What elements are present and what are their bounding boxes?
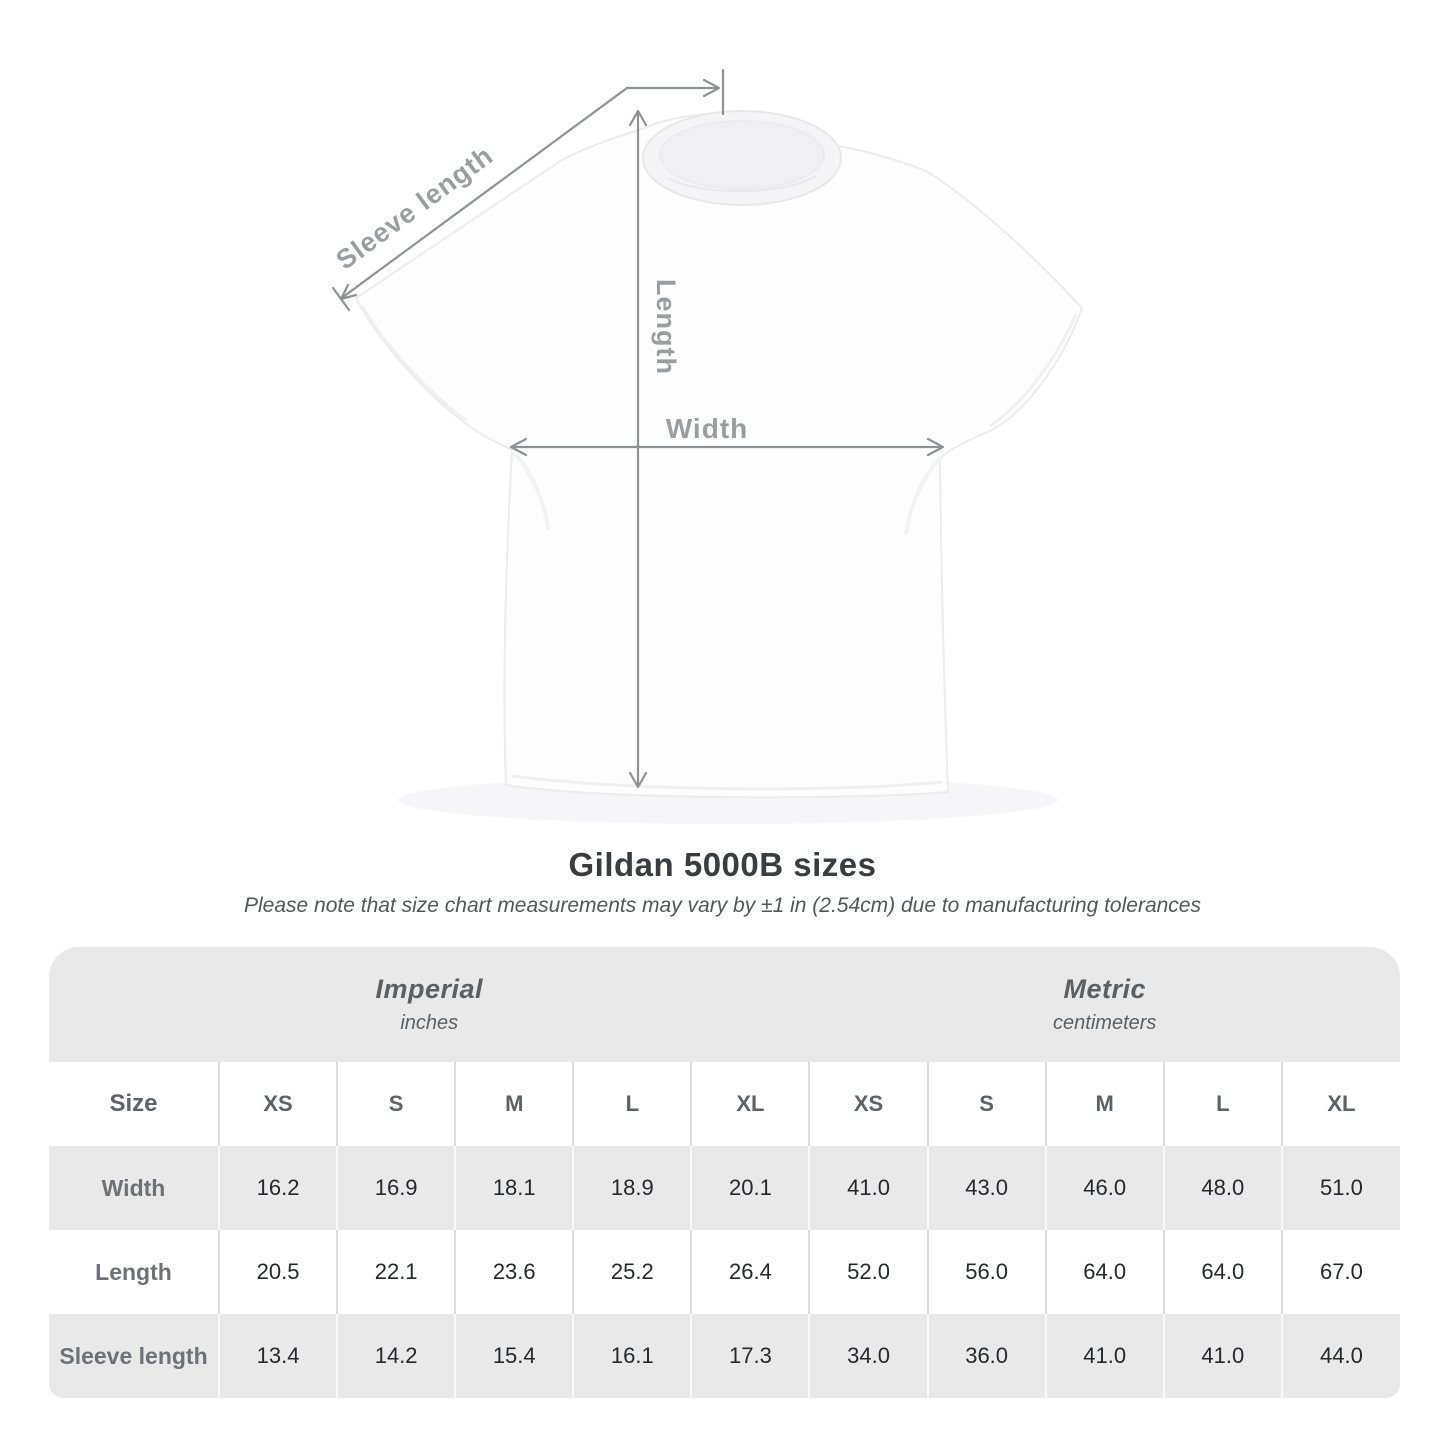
width-imperial-s: 16.9 xyxy=(336,1146,456,1230)
metric-size-xl: XL xyxy=(1280,1062,1400,1146)
page-subtitle: Please note that size chart measurements… xyxy=(244,894,1201,917)
length-arrow xyxy=(628,109,648,789)
table-row-length: Length 20.5 22.1 23.6 25.2 26.4 52.0 56.… xyxy=(49,1230,1400,1314)
width-imperial-m: 18.1 xyxy=(454,1146,574,1230)
metric-size-l: L xyxy=(1162,1062,1282,1146)
sleeve-metric-m: 41.0 xyxy=(1044,1314,1164,1398)
table-row-width: Width 16.2 16.9 18.1 18.9 20.1 41.0 43.0… xyxy=(49,1146,1400,1230)
width-imperial-xl: 20.1 xyxy=(690,1146,810,1230)
hem-seam xyxy=(511,774,943,791)
sleeve-imperial-xs: 13.4 xyxy=(217,1314,338,1398)
width-imperial-l: 18.9 xyxy=(572,1146,692,1230)
length-imperial-s: 22.1 xyxy=(336,1230,456,1314)
imperial-size-s: S xyxy=(336,1062,456,1146)
sleeve-imperial-xl: 17.3 xyxy=(690,1314,810,1398)
length-imperial-l: 25.2 xyxy=(572,1230,692,1314)
tshirt-body xyxy=(354,112,1084,799)
imperial-header-cell: Imperial inches xyxy=(49,947,810,1062)
width-metric-m: 46.0 xyxy=(1044,1146,1164,1230)
row-label-length: Length xyxy=(49,1230,219,1314)
length-metric-m: 64.0 xyxy=(1044,1230,1164,1314)
length-metric-l: 64.0 xyxy=(1162,1230,1282,1314)
length-imperial-xs: 20.5 xyxy=(217,1230,338,1314)
sleeve-length-arrow xyxy=(331,68,725,312)
metric-header-cell: Metric centimeters xyxy=(809,947,1400,1062)
imperial-label: Imperial xyxy=(375,974,484,1004)
sleeve-metric-xs: 34.0 xyxy=(808,1314,928,1398)
sleeve-metric-s: 36.0 xyxy=(926,1314,1046,1398)
sleeve-imperial-s: 14.2 xyxy=(336,1314,456,1398)
shirt-illustration: Sleeve length Length Width xyxy=(330,68,1084,799)
imperial-size-m: M xyxy=(454,1062,574,1146)
imperial-size-xs: XS xyxy=(217,1062,338,1146)
collar-inner-shadow xyxy=(667,175,817,193)
width-metric-xl: 51.0 xyxy=(1280,1146,1400,1230)
left-cuff-seam xyxy=(360,305,467,422)
sleeve-imperial-l: 16.1 xyxy=(572,1314,692,1398)
size-table: Imperial inches Metric centimeters Size … xyxy=(49,947,1400,1398)
length-metric-xs: 52.0 xyxy=(808,1230,928,1314)
metric-unit-label: centimeters xyxy=(1053,1012,1157,1034)
length-imperial-m: 23.6 xyxy=(454,1230,574,1314)
shirt-measurement-diagram: Sleeve length Length Width xyxy=(330,68,1084,799)
row-label-width: Width xyxy=(49,1146,219,1230)
metric-size-m: M xyxy=(1044,1062,1164,1146)
collar-opening xyxy=(659,120,825,190)
metric-size-s: S xyxy=(926,1062,1046,1146)
imperial-size-xl: XL xyxy=(690,1062,810,1146)
imperial-unit-label: inches xyxy=(400,1012,459,1034)
metric-size-xs: XS xyxy=(808,1062,928,1146)
right-underarm-shading xyxy=(904,456,942,536)
width-arrow xyxy=(509,437,945,457)
size-table-container: Imperial inches Metric centimeters Size … xyxy=(49,947,1400,1398)
width-metric-s: 43.0 xyxy=(926,1146,1046,1230)
title-block: Gildan 5000B sizes Please note that size… xyxy=(0,846,1445,918)
metric-label: Metric xyxy=(1063,974,1146,1004)
width-imperial-xs: 16.2 xyxy=(217,1146,338,1230)
width-metric-xs: 41.0 xyxy=(808,1146,928,1230)
size-column-header: Size xyxy=(49,1062,219,1146)
width-label: Width xyxy=(666,413,749,444)
right-cuff-seam xyxy=(989,313,1078,428)
length-label: Length xyxy=(651,279,681,375)
sizes-header-row: Size XS S M L XL XS S M L XL xyxy=(49,1062,1400,1146)
table-row-sleeve-length: Sleeve length 13.4 14.2 15.4 16.1 17.3 3… xyxy=(49,1314,1400,1398)
length-metric-s: 56.0 xyxy=(926,1230,1046,1314)
length-imperial-xl: 26.4 xyxy=(690,1230,810,1314)
imperial-size-l: L xyxy=(572,1062,692,1146)
width-metric-l: 48.0 xyxy=(1162,1146,1282,1230)
sleeve-metric-l: 41.0 xyxy=(1162,1314,1282,1398)
unit-header-row: Imperial inches Metric centimeters xyxy=(49,947,1400,1062)
length-metric-xl: 67.0 xyxy=(1280,1230,1400,1314)
page-title: Gildan 5000B sizes xyxy=(568,846,877,883)
sleeve-metric-xl: 44.0 xyxy=(1280,1314,1400,1398)
sleeve-imperial-m: 15.4 xyxy=(454,1314,574,1398)
row-label-sleeve-length: Sleeve length xyxy=(49,1314,219,1398)
left-underarm-shading xyxy=(510,448,550,531)
